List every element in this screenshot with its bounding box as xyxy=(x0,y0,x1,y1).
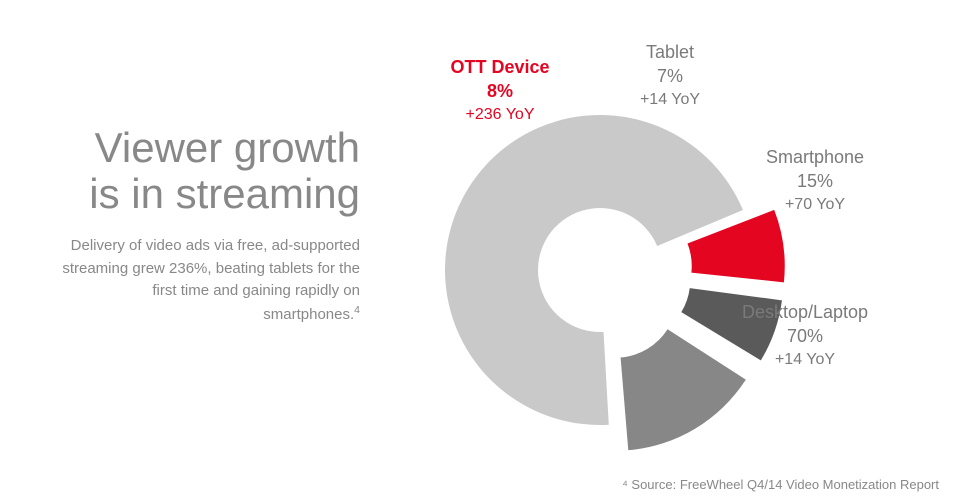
label-name: Smartphone xyxy=(745,145,885,169)
slice-smartphone xyxy=(621,329,746,450)
label-pct: 7% xyxy=(600,64,740,88)
slice-label-desktop: Desktop/Laptop70%+14 YoY xyxy=(735,300,875,370)
body-text: Delivery of video ads via free, ad-suppo… xyxy=(40,235,360,326)
text-block: Viewer growth is in streaming Delivery o… xyxy=(40,125,360,326)
donut-chart: OTT Device8%+236 YoYTablet7%+14 YoYSmart… xyxy=(400,10,959,480)
slice-label-ott: OTT Device8%+236 YoY xyxy=(430,55,570,125)
slice-label-tablet: Tablet7%+14 YoY xyxy=(600,40,740,110)
footnote: ⁴ Source: FreeWheel Q4/14 Video Monetiza… xyxy=(622,477,939,492)
label-yoy: +14 YoY xyxy=(735,349,875,371)
title-line-1: Viewer growth xyxy=(95,124,360,171)
label-yoy: +70 YoY xyxy=(745,194,885,216)
label-pct: 15% xyxy=(745,169,885,193)
body-sup: 4 xyxy=(354,304,360,316)
label-name: Desktop/Laptop xyxy=(735,300,875,324)
page-title: Viewer growth is in streaming xyxy=(40,125,360,217)
label-name: OTT Device xyxy=(430,55,570,79)
label-yoy: +14 YoY xyxy=(600,89,740,111)
label-pct: 8% xyxy=(430,79,570,103)
label-yoy: +236 YoY xyxy=(430,104,570,126)
label-name: Tablet xyxy=(600,40,740,64)
body-copy: Delivery of video ads via free, ad-suppo… xyxy=(62,237,360,323)
title-line-2: is in streaming xyxy=(89,170,360,217)
label-pct: 70% xyxy=(735,324,875,348)
slice-label-smartphone: Smartphone15%+70 YoY xyxy=(745,145,885,215)
